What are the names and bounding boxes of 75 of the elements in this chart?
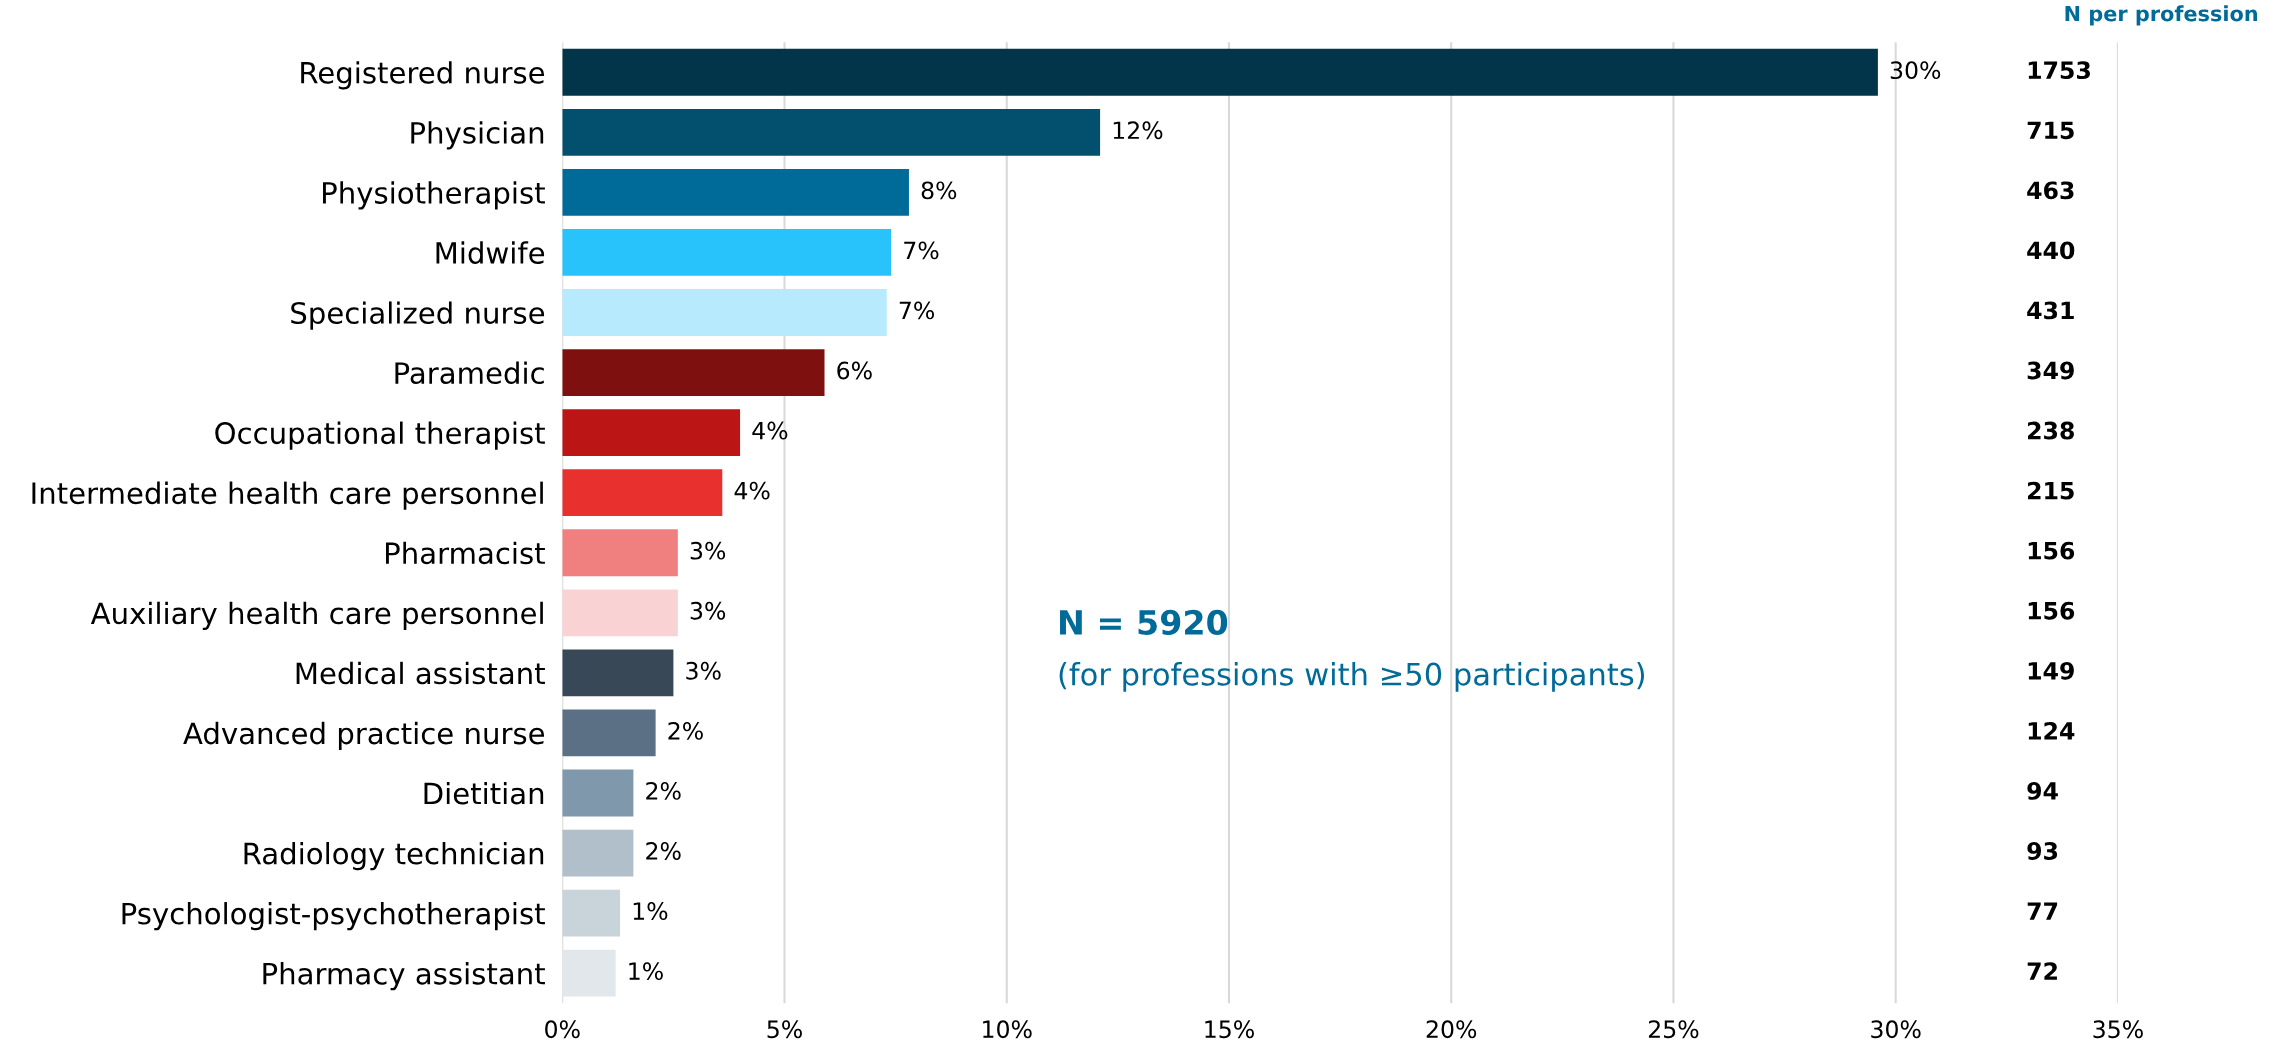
data-label: 1%: [629, 962, 663, 981]
bar: [562, 108, 1101, 156]
data-label: 8%: [921, 181, 957, 200]
x-tick-label: 10%: [983, 1020, 1032, 1039]
bar: [562, 529, 678, 577]
data-label: 7%: [904, 241, 939, 260]
annotation: N = 5920: [1060, 609, 1228, 636]
annotation: 156: [2028, 541, 2075, 560]
annotation: 715: [2027, 121, 2074, 140]
data-label: 4%: [734, 481, 770, 500]
bar: [562, 289, 887, 336]
annotation: 1753: [2028, 61, 2090, 80]
bar: [562, 769, 634, 817]
x-tick-label: 15%: [1205, 1020, 1254, 1039]
y-tick-label: Advanced practice nurse: [183, 721, 545, 751]
y-tick-label: Occupational therapist: [215, 421, 545, 450]
y-tick-label: Auxiliary health care personnel: [90, 601, 543, 630]
data-label: 3%: [690, 541, 726, 560]
y-tick-label: Physiotherapist: [323, 181, 545, 210]
bar: [562, 168, 909, 216]
annotation: 93: [2027, 842, 2058, 860]
y-tick-label: Paramedic: [395, 361, 544, 385]
annotation: 431: [2027, 301, 2074, 320]
annotation: 77: [2027, 902, 2058, 920]
annotation: 440: [2027, 241, 2075, 260]
annotation: 94: [2027, 782, 2058, 800]
data-label: 2%: [646, 842, 681, 860]
data-label: 30%: [1890, 61, 1941, 80]
bar: [562, 709, 656, 757]
data-label: 12%: [1113, 121, 1163, 140]
data-label: 1%: [633, 902, 668, 920]
data-label: 7%: [899, 301, 934, 320]
data-label: 2%: [668, 721, 703, 740]
bar: [562, 889, 621, 937]
annotation: 215: [2027, 481, 2074, 500]
data-label: 6%: [837, 361, 872, 380]
annotation: 156: [2028, 601, 2075, 620]
y-tick-label: Dietitian: [424, 781, 544, 805]
y-tick-label: Psychologist-psychotherapist: [122, 902, 545, 931]
annotation: 124: [2028, 721, 2075, 740]
bar: [562, 229, 892, 276]
bar: [562, 949, 616, 997]
y-tick-label: Midwife: [436, 241, 545, 264]
data-label: 4%: [752, 421, 788, 440]
text: N per profession: [2065, 5, 2258, 26]
x-tick-label: 5%: [767, 1020, 802, 1039]
bar: [562, 589, 678, 637]
x-tick-label: 30%: [1871, 1020, 1921, 1039]
y-tick-label: Intermediate health care personnel: [32, 481, 543, 510]
annotation: 238: [2027, 421, 2074, 440]
bar: [562, 469, 723, 517]
y-tick-label: Radiology technician: [244, 841, 544, 871]
data-label: 2%: [646, 781, 681, 800]
bar: [562, 349, 825, 396]
x-tick-label: 0%: [545, 1020, 580, 1039]
bar: [562, 829, 634, 877]
y-tick-label: Specialized nurse: [291, 301, 545, 330]
bar: [562, 649, 674, 697]
y-tick-label: Pharmacist: [386, 541, 545, 565]
bar: [562, 48, 1878, 96]
annotation: 72: [2027, 962, 2057, 980]
annotation: 463: [2027, 181, 2074, 200]
data-label: 3%: [690, 601, 726, 620]
x-tick-label: 20%: [1426, 1020, 1477, 1039]
y-tick-label: Physician: [411, 121, 544, 150]
data-label: 3%: [686, 661, 721, 680]
annotation: (for professions with ≥50 participants): [1059, 662, 1645, 692]
annotation: 149: [2028, 661, 2074, 680]
x-tick-label: 35%: [2093, 1020, 2143, 1039]
y-tick-label: Medical assistant: [296, 661, 545, 685]
x-tick-label: 25%: [1648, 1020, 1699, 1039]
annotation: 349: [2027, 361, 2074, 380]
y-tick-label: Registered nurse: [301, 61, 545, 90]
bar: [562, 409, 741, 457]
y-tick-label: Pharmacy assistant: [263, 962, 545, 991]
